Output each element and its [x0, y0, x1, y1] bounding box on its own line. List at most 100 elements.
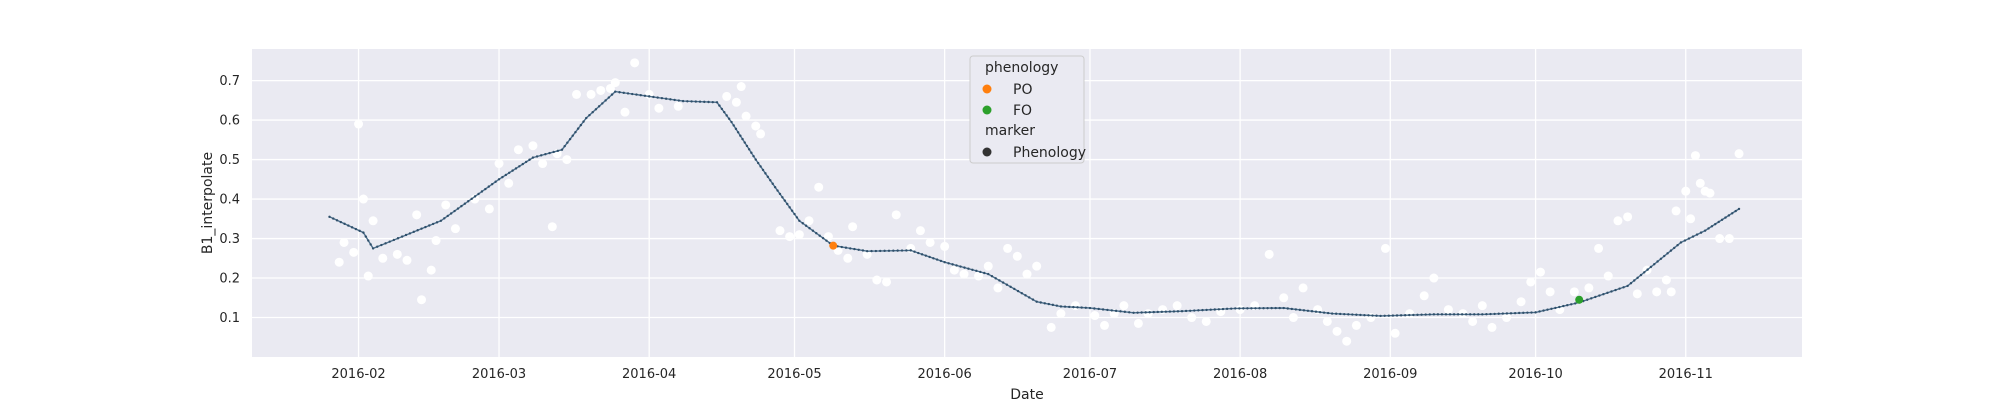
interpolated-dot	[1554, 306, 1557, 310]
interpolated-dot	[1530, 311, 1533, 314]
raw-point	[1584, 283, 1594, 293]
interpolated-dot	[783, 199, 787, 202]
interpolated-dot	[987, 272, 990, 276]
interpolated-dot	[951, 263, 954, 266]
interpolated-dot	[1168, 310, 1172, 313]
interpolated-dot	[601, 102, 604, 105]
interpolated-dot	[739, 134, 742, 137]
interpolated-dot	[798, 219, 801, 222]
interpolated-dot	[1505, 312, 1509, 315]
interpolated-dot	[582, 120, 585, 123]
interpolated-dot	[1412, 313, 1415, 317]
interpolated-dot	[669, 98, 672, 101]
raw-point	[392, 249, 402, 259]
interpolated-dot	[1156, 310, 1159, 314]
interpolated-dot	[552, 150, 555, 154]
interpolated-dot	[1606, 291, 1609, 295]
interpolated-dot	[544, 153, 547, 156]
raw-point	[441, 200, 451, 210]
interpolated-dot	[1656, 260, 1659, 263]
interpolated-dot	[1184, 309, 1188, 313]
interpolated-dot	[913, 250, 916, 253]
interpolated-dot	[1383, 314, 1386, 318]
interpolated-dot	[1691, 235, 1695, 238]
interpolated-dot	[1238, 307, 1241, 310]
interpolated-dot	[1351, 313, 1354, 316]
raw-point	[620, 107, 630, 117]
raw-point	[1288, 313, 1298, 323]
interpolated-dot	[1136, 311, 1139, 314]
raw-point	[1734, 149, 1744, 159]
raw-point	[1133, 318, 1143, 328]
interpolated-dot	[484, 187, 487, 191]
x-tick-label: 2016-07	[1063, 367, 1117, 382]
interpolated-dot	[795, 216, 799, 219]
interpolated-dot	[994, 277, 997, 280]
interpolated-dot	[1262, 307, 1265, 310]
legend-title-phenology: phenology	[985, 60, 1058, 76]
interpolated-dot	[1001, 281, 1005, 284]
interpolated-dot	[1546, 308, 1549, 311]
raw-point	[1671, 206, 1681, 216]
interpolated-dot	[439, 219, 443, 222]
interpolated-dot	[1460, 313, 1464, 316]
interpolated-dot	[1148, 311, 1151, 314]
interpolated-dot	[1436, 313, 1440, 316]
legend-label: PO	[1013, 82, 1032, 98]
interpolated-dot	[1084, 306, 1088, 310]
interpolated-dot	[1059, 305, 1063, 308]
raw-point	[1526, 277, 1536, 287]
interpolated-dot	[865, 249, 869, 253]
interpolated-dot	[420, 227, 423, 230]
interpolated-dot	[808, 227, 811, 230]
interpolated-dot	[1633, 279, 1636, 282]
interpolated-dot	[1258, 307, 1261, 310]
legend-title-marker: marker	[985, 123, 1035, 139]
interpolated-dot	[1306, 309, 1310, 312]
raw-point	[1279, 293, 1289, 303]
interpolated-dot	[1164, 310, 1168, 313]
interpolated-dot	[1128, 311, 1131, 314]
interpolated-dot	[1176, 310, 1180, 313]
legend-marker-entries: Phenology	[982, 145, 1086, 161]
raw-point	[1724, 234, 1734, 244]
interpolated-dot	[1707, 227, 1710, 230]
interpolated-dot	[736, 131, 740, 134]
interpolated-dot	[1456, 313, 1460, 316]
raw-point	[586, 89, 596, 99]
interpolated-dot	[656, 96, 659, 99]
interpolated-dot	[1403, 314, 1407, 317]
interpolated-dot	[677, 99, 681, 102]
interpolated-dot	[511, 169, 514, 172]
interpolated-dot	[883, 249, 886, 253]
x-tick-label: 2016-02	[331, 367, 385, 382]
interpolated-dot	[1734, 209, 1737, 213]
raw-point	[1419, 291, 1429, 301]
interpolated-dot	[1501, 312, 1505, 315]
interpolated-dot	[720, 107, 724, 111]
x-axis-ticks: 2016-02 2016-03 2016-04 2016-05 2016-06 2016-…	[331, 367, 1713, 382]
interpolated-dot	[443, 217, 446, 220]
interpolated-dot	[1119, 310, 1122, 313]
legend-marker-phenology	[982, 147, 992, 157]
interpolated-dots	[328, 90, 1741, 318]
interpolated-dot	[1737, 207, 1741, 211]
interpolated-dot	[467, 200, 470, 203]
interpolated-dot	[1334, 312, 1338, 315]
interpolated-dot	[1088, 306, 1092, 310]
y-tick-label: 0.5	[219, 153, 240, 168]
interpolated-dot	[1424, 313, 1427, 316]
interpolated-dot	[1395, 314, 1399, 317]
interpolated-dot	[849, 247, 852, 250]
raw-point	[334, 257, 344, 267]
interpolated-dot	[350, 226, 354, 229]
raw-point	[1380, 243, 1390, 253]
interpolated-dot	[1513, 311, 1517, 315]
interpolated-dot	[725, 114, 728, 117]
interpolated-dot	[909, 249, 912, 252]
interpolated-dot	[477, 192, 480, 196]
interpolated-dot	[759, 165, 762, 168]
raw-point	[1681, 186, 1691, 196]
raw-point	[426, 265, 436, 275]
raw-point	[1705, 188, 1715, 198]
